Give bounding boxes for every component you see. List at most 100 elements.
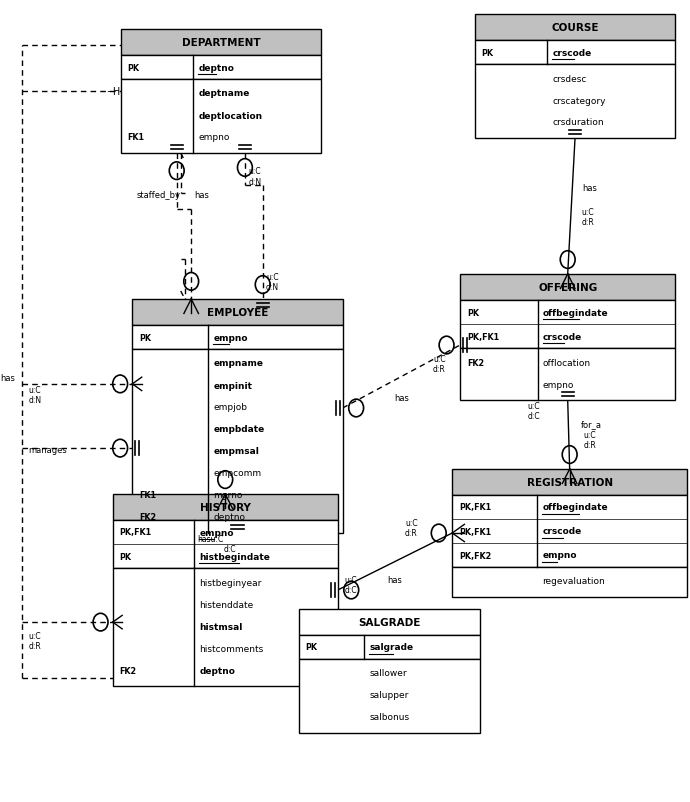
Text: regevaluation: regevaluation xyxy=(542,577,605,585)
Text: u:C: u:C xyxy=(583,431,595,439)
Text: d:R: d:R xyxy=(583,440,596,449)
Text: d:C: d:C xyxy=(344,585,357,593)
Text: u:C: u:C xyxy=(28,386,41,395)
Bar xyxy=(132,350,343,533)
Text: u:C: u:C xyxy=(344,575,357,584)
Text: FK2: FK2 xyxy=(139,512,156,522)
Text: histenddate: histenddate xyxy=(199,600,253,609)
Bar xyxy=(299,635,480,659)
Text: u:C: u:C xyxy=(433,354,446,363)
Bar xyxy=(475,65,676,139)
Text: PK,FK2: PK,FK2 xyxy=(459,551,491,560)
Text: u:C: u:C xyxy=(28,631,41,640)
Bar xyxy=(475,15,676,41)
Bar xyxy=(121,30,321,56)
Text: d:R: d:R xyxy=(433,364,446,373)
Bar xyxy=(112,520,338,569)
Text: empjob: empjob xyxy=(213,403,248,412)
Text: has: has xyxy=(582,184,597,192)
Text: mgrno: mgrno xyxy=(213,491,243,500)
Bar xyxy=(132,326,343,350)
Text: crscode: crscode xyxy=(543,332,582,341)
Text: PK: PK xyxy=(482,48,493,58)
Bar xyxy=(452,496,687,567)
Text: ─H: ─H xyxy=(107,87,120,97)
Text: offlocation: offlocation xyxy=(543,358,591,367)
Text: has: has xyxy=(0,374,15,383)
Bar xyxy=(121,56,321,80)
Text: PK,FK1: PK,FK1 xyxy=(459,527,491,536)
Text: has: has xyxy=(394,394,408,403)
Text: deptno: deptno xyxy=(213,512,246,522)
Text: d:N: d:N xyxy=(28,395,41,404)
Text: empcomm: empcomm xyxy=(213,469,262,478)
Text: histbegindate: histbegindate xyxy=(199,552,270,561)
Text: deptname: deptname xyxy=(198,89,250,99)
Text: offbegindate: offbegindate xyxy=(543,308,609,317)
Text: empno: empno xyxy=(199,528,234,537)
Text: deptlocation: deptlocation xyxy=(198,111,262,120)
Text: PK,FK1: PK,FK1 xyxy=(467,332,499,341)
Text: empno: empno xyxy=(198,133,230,142)
Text: crsdesc: crsdesc xyxy=(553,75,586,83)
Text: empname: empname xyxy=(213,359,264,368)
Text: PK,FK1: PK,FK1 xyxy=(119,528,152,537)
Text: histcomments: histcomments xyxy=(199,644,264,653)
Bar xyxy=(452,567,687,597)
Text: for_a: for_a xyxy=(581,420,602,429)
Text: OFFERING: OFFERING xyxy=(538,282,598,293)
Text: u:C: u:C xyxy=(266,273,279,282)
Text: d:R: d:R xyxy=(582,217,595,226)
Bar xyxy=(121,80,321,154)
Text: FK2: FK2 xyxy=(119,666,137,674)
Text: FK1: FK1 xyxy=(127,133,144,142)
Text: histmsal: histmsal xyxy=(199,622,242,630)
Bar xyxy=(460,301,676,349)
Text: PK: PK xyxy=(127,63,139,72)
Text: has: has xyxy=(195,191,210,200)
Bar xyxy=(299,659,480,733)
Text: empno: empno xyxy=(542,551,577,560)
Text: salbonus: salbonus xyxy=(369,713,409,722)
Text: has: has xyxy=(388,575,402,584)
Text: d:C: d:C xyxy=(527,411,540,420)
Text: salupper: salupper xyxy=(369,691,408,699)
Text: PK: PK xyxy=(139,333,151,342)
Text: deptno: deptno xyxy=(198,63,234,72)
Text: d:C: d:C xyxy=(224,544,237,553)
Text: crscode: crscode xyxy=(542,527,582,536)
Text: HISTORY: HISTORY xyxy=(200,502,250,512)
Text: d:R: d:R xyxy=(28,641,41,650)
Bar xyxy=(475,41,676,65)
Text: d:R: d:R xyxy=(405,528,417,537)
Text: sallower: sallower xyxy=(369,669,407,678)
Text: u:C: u:C xyxy=(527,402,540,411)
Text: empinit: empinit xyxy=(213,381,253,390)
Bar xyxy=(299,610,480,635)
Text: COURSE: COURSE xyxy=(551,23,599,33)
Bar xyxy=(452,469,687,496)
Text: PK: PK xyxy=(306,642,317,652)
Text: crscode: crscode xyxy=(553,48,591,58)
Text: d:N: d:N xyxy=(248,177,262,186)
Text: d:N: d:N xyxy=(266,283,279,292)
Text: manages: manages xyxy=(28,446,67,455)
Bar xyxy=(460,349,676,400)
Text: empbdate: empbdate xyxy=(213,425,265,434)
Text: PK: PK xyxy=(467,308,479,317)
Text: salgrade: salgrade xyxy=(369,642,413,652)
Text: u:C: u:C xyxy=(248,167,261,176)
Bar xyxy=(112,569,338,687)
Text: empmsal: empmsal xyxy=(213,447,259,456)
Text: crsduration: crsduration xyxy=(553,119,604,128)
Text: SALGRADE: SALGRADE xyxy=(358,618,420,627)
Text: REGISTRATION: REGISTRATION xyxy=(526,477,613,488)
Text: histbeginyear: histbeginyear xyxy=(199,577,262,587)
Text: empno: empno xyxy=(543,380,574,389)
Text: DEPARTMENT: DEPARTMENT xyxy=(181,38,260,48)
Text: PK: PK xyxy=(119,552,132,561)
Text: u:C: u:C xyxy=(582,208,594,217)
Bar xyxy=(132,300,343,326)
Text: crscategory: crscategory xyxy=(553,96,606,105)
Text: offbegindate: offbegindate xyxy=(542,503,608,512)
